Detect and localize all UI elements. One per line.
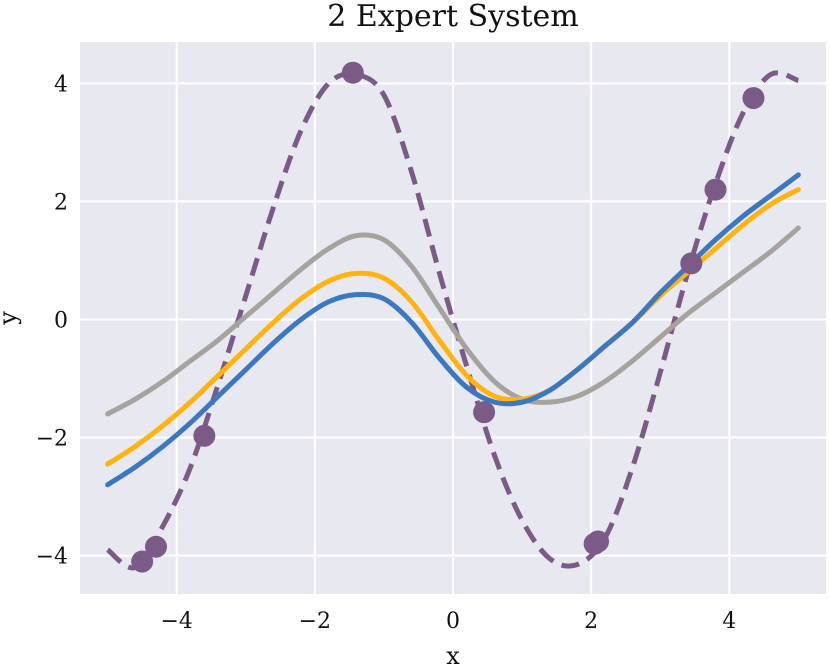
data-point xyxy=(341,61,364,84)
series-line-1 xyxy=(105,225,801,417)
data-point xyxy=(742,87,765,110)
y-tick-label: 4 xyxy=(54,72,68,97)
data-point xyxy=(193,424,216,447)
data-point xyxy=(131,550,154,573)
x-axis-label: x xyxy=(446,642,460,666)
y-axis-label: y xyxy=(0,311,22,326)
data-point xyxy=(473,401,496,424)
y-tick-label: −2 xyxy=(36,427,68,452)
y-tick-label: 2 xyxy=(54,190,68,215)
y-tick-label: −4 xyxy=(36,545,68,570)
x-tick-label: −2 xyxy=(299,609,331,634)
series-line-2 xyxy=(105,187,801,467)
gridlines xyxy=(80,42,826,594)
y-tick-label: 0 xyxy=(54,308,68,333)
x-tick-label: −4 xyxy=(160,609,192,634)
data-point xyxy=(587,530,610,553)
x-tick-label: 0 xyxy=(446,609,460,634)
data-point xyxy=(680,252,703,275)
series-line-0 xyxy=(106,70,800,571)
data-points xyxy=(131,61,765,573)
chart-title: 2 Expert System xyxy=(327,0,578,34)
data-point xyxy=(704,178,727,201)
data-point xyxy=(144,535,167,558)
x-tick-label: 4 xyxy=(722,609,736,634)
x-tick-labels: −4 −2 0 2 4 xyxy=(160,609,736,634)
x-tick-label: 2 xyxy=(584,609,598,634)
y-tick-labels: −4 −2 0 2 4 xyxy=(36,72,68,569)
